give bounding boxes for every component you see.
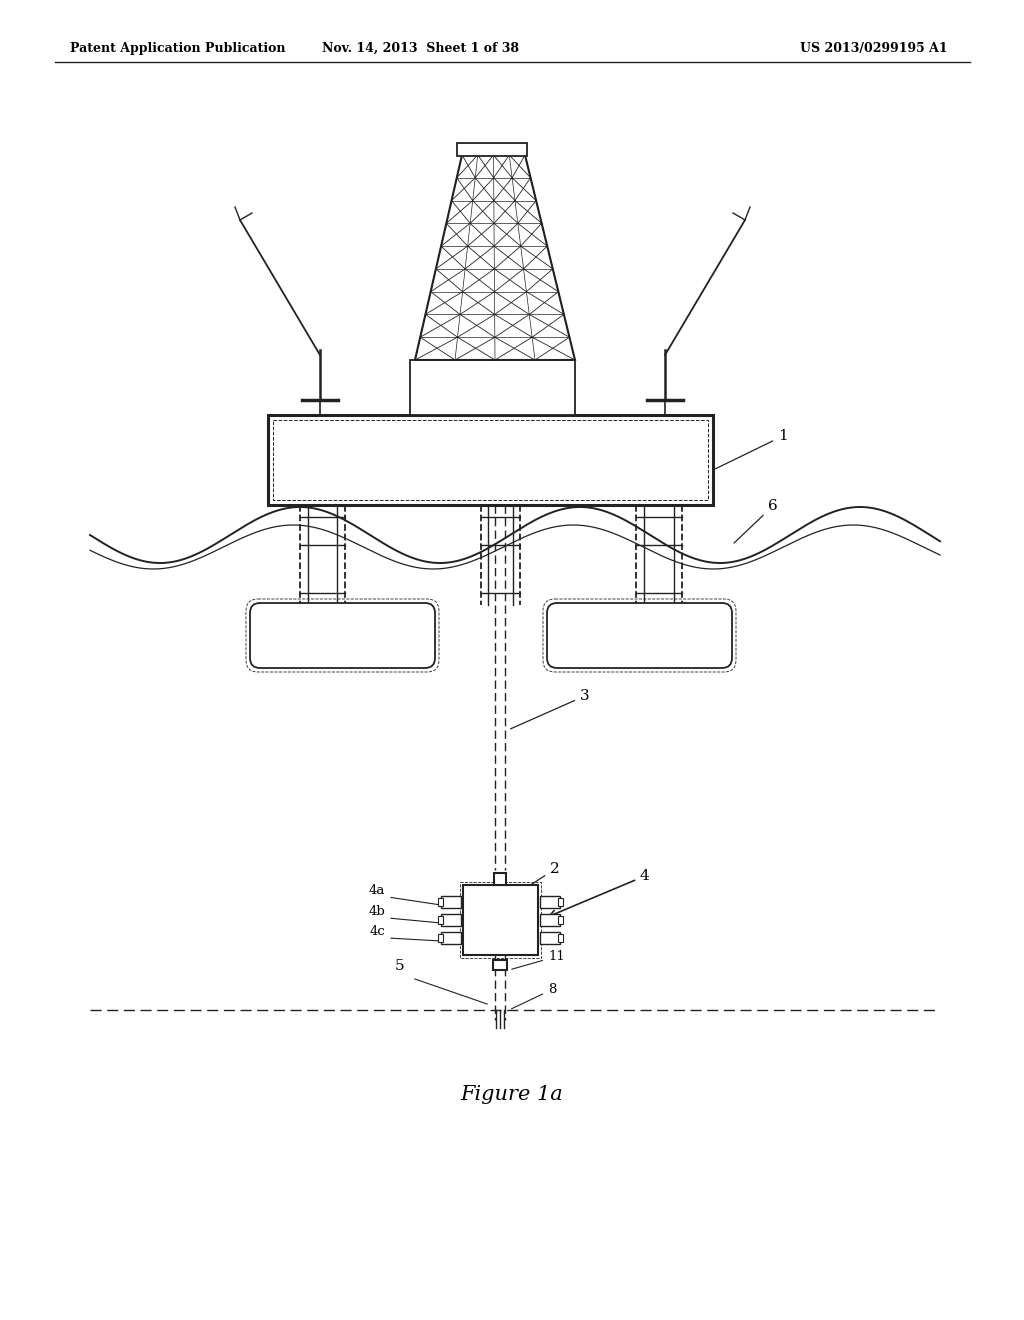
Bar (441, 913, 461, 927)
Bar (540, 913, 560, 927)
Text: 5: 5 (395, 960, 404, 973)
Text: Patent Application Publication: Patent Application Publication (70, 42, 286, 55)
FancyBboxPatch shape (250, 603, 435, 668)
Bar (558, 898, 563, 906)
Text: 6: 6 (734, 499, 778, 543)
Bar (558, 916, 563, 924)
Text: 4b: 4b (369, 906, 385, 917)
FancyBboxPatch shape (547, 603, 732, 668)
Bar (494, 873, 506, 884)
Bar (441, 896, 461, 908)
Bar (438, 898, 443, 906)
Bar (463, 884, 538, 954)
Bar (457, 143, 527, 156)
Text: Nov. 14, 2013  Sheet 1 of 38: Nov. 14, 2013 Sheet 1 of 38 (322, 42, 518, 55)
Bar (493, 960, 507, 970)
Text: Figure 1a: Figure 1a (461, 1085, 563, 1104)
Bar (438, 916, 443, 924)
Bar (273, 420, 708, 500)
Text: 8: 8 (512, 983, 556, 1008)
Bar (540, 932, 560, 944)
Text: 2: 2 (510, 862, 560, 899)
Text: 11: 11 (512, 950, 565, 969)
Text: US 2013/0299195 A1: US 2013/0299195 A1 (800, 42, 947, 55)
Text: 4c: 4c (370, 925, 385, 939)
Text: 3: 3 (511, 689, 590, 729)
Bar (438, 935, 443, 942)
Text: 4a: 4a (369, 884, 385, 898)
Bar (268, 414, 713, 506)
Bar (460, 882, 541, 958)
Bar (441, 932, 461, 944)
Text: 1: 1 (716, 429, 787, 469)
Bar (558, 935, 563, 942)
Bar (540, 896, 560, 908)
Text: 4: 4 (549, 869, 650, 916)
Polygon shape (415, 154, 575, 360)
Bar (410, 360, 575, 414)
